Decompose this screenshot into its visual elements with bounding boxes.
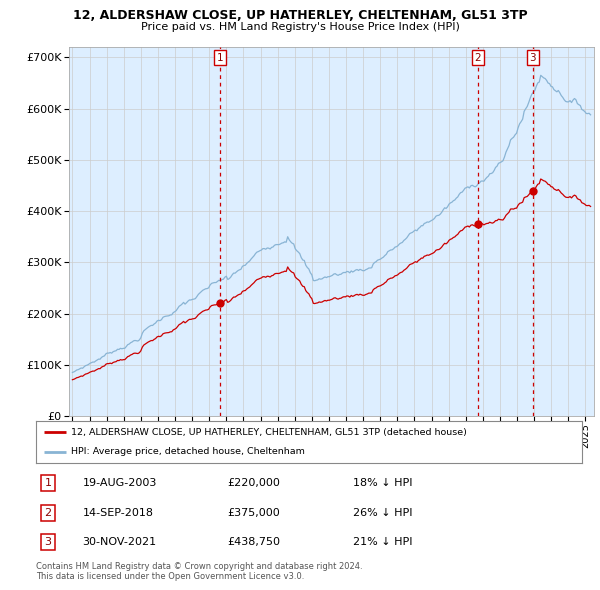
Text: 1: 1 xyxy=(44,478,52,488)
Text: £220,000: £220,000 xyxy=(227,478,280,488)
Text: This data is licensed under the Open Government Licence v3.0.: This data is licensed under the Open Gov… xyxy=(36,572,304,581)
Text: 2: 2 xyxy=(44,508,52,517)
Text: 12, ALDERSHAW CLOSE, UP HATHERLEY, CHELTENHAM, GL51 3TP (detached house): 12, ALDERSHAW CLOSE, UP HATHERLEY, CHELT… xyxy=(71,428,467,437)
Text: 30-NOV-2021: 30-NOV-2021 xyxy=(82,537,157,548)
Text: £438,750: £438,750 xyxy=(227,537,280,548)
Text: 2: 2 xyxy=(475,53,481,63)
Text: 14-SEP-2018: 14-SEP-2018 xyxy=(82,508,154,517)
Text: 21% ↓ HPI: 21% ↓ HPI xyxy=(353,537,412,548)
Text: £375,000: £375,000 xyxy=(227,508,280,517)
Text: Price paid vs. HM Land Registry's House Price Index (HPI): Price paid vs. HM Land Registry's House … xyxy=(140,22,460,32)
Text: HPI: Average price, detached house, Cheltenham: HPI: Average price, detached house, Chel… xyxy=(71,447,305,456)
Text: 1: 1 xyxy=(217,53,223,63)
Text: 12, ALDERSHAW CLOSE, UP HATHERLEY, CHELTENHAM, GL51 3TP: 12, ALDERSHAW CLOSE, UP HATHERLEY, CHELT… xyxy=(73,9,527,22)
Text: 18% ↓ HPI: 18% ↓ HPI xyxy=(353,478,412,488)
Text: 19-AUG-2003: 19-AUG-2003 xyxy=(82,478,157,488)
Text: Contains HM Land Registry data © Crown copyright and database right 2024.: Contains HM Land Registry data © Crown c… xyxy=(36,562,362,571)
Text: 3: 3 xyxy=(529,53,536,63)
Text: 26% ↓ HPI: 26% ↓ HPI xyxy=(353,508,412,517)
Text: 3: 3 xyxy=(44,537,52,548)
